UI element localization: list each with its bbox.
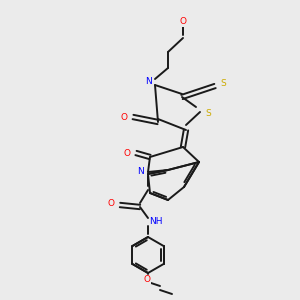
Text: O: O (124, 148, 130, 158)
Text: NH: NH (149, 218, 163, 226)
Text: S: S (205, 110, 211, 118)
Text: S: S (220, 80, 226, 88)
Text: N: N (138, 167, 144, 176)
Text: N: N (145, 76, 152, 85)
Text: O: O (121, 112, 128, 122)
Text: O: O (143, 275, 151, 284)
Text: O: O (179, 17, 187, 26)
Text: O: O (107, 200, 115, 208)
